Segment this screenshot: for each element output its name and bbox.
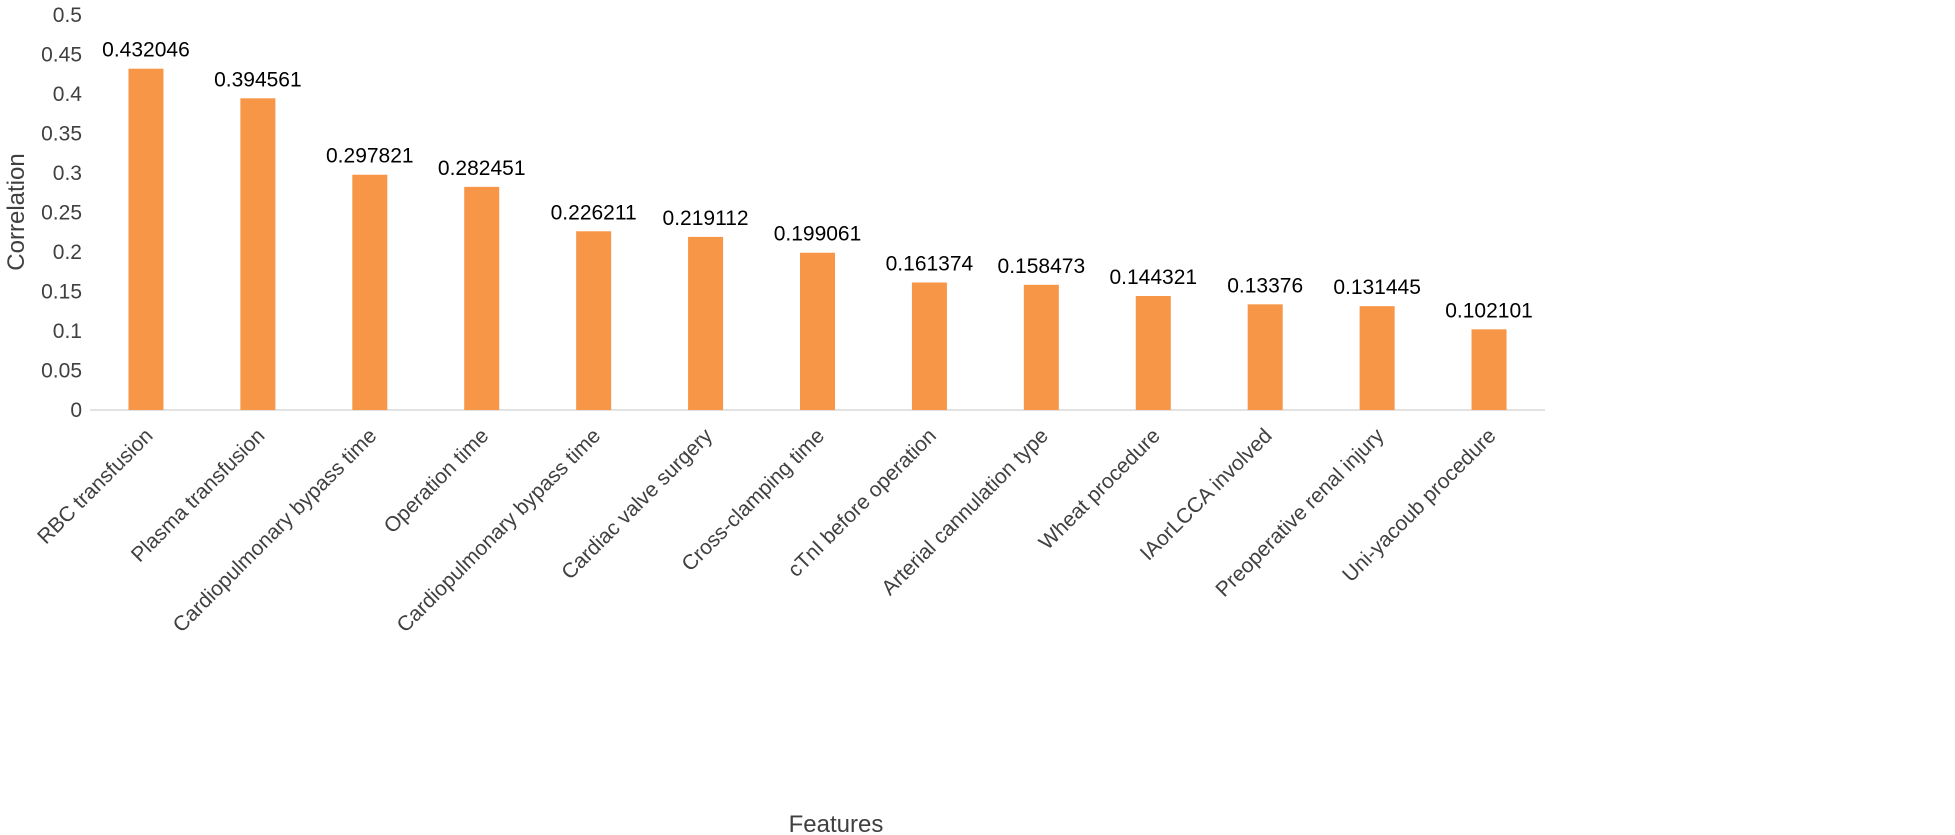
y-tick-label: 0 <box>70 399 82 422</box>
y-tick-label: 0.5 <box>53 4 82 27</box>
bar-data-label: 0.161374 <box>886 253 974 276</box>
bar-data-label: 0.226211 <box>551 201 637 224</box>
y-tick-label: 0.2 <box>53 241 82 264</box>
x-category-label: Wheat procedure <box>1035 424 1165 554</box>
bar-data-label: 0.394561 <box>214 68 302 91</box>
bar <box>128 68 164 411</box>
x-axis-title: Features <box>789 811 884 835</box>
x-category-label: RBC transfusion <box>33 424 157 548</box>
y-tick-label: 0.05 <box>41 360 82 383</box>
bar-data-label: 0.432046 <box>102 39 190 62</box>
y-tick-label: 0.45 <box>41 44 82 67</box>
bars <box>128 68 1507 411</box>
bar-data-label: 0.282451 <box>438 157 526 180</box>
bar <box>352 174 388 410</box>
bar-data-label: 0.102101 <box>1445 299 1533 322</box>
bar <box>911 282 947 410</box>
bar <box>1247 304 1283 410</box>
bar <box>688 236 724 410</box>
bar <box>464 186 500 410</box>
bar <box>240 98 276 410</box>
x-category-label: Operation time <box>380 424 494 538</box>
bar-data-label: 0.13376 <box>1227 274 1303 297</box>
bar-data-label: 0.158473 <box>998 255 1086 278</box>
y-tick-label: 0.3 <box>53 162 82 185</box>
y-tick-label: 0.25 <box>41 202 82 225</box>
x-category-label: Cardiopulmonary bypass time <box>169 424 382 637</box>
y-axis-title: Correlation <box>3 153 30 270</box>
y-axis-ticks: 0 0.05 0.1 0.15 0.2 0.25 0.3 0.35 0.4 0.45 0.5 <box>41 4 82 422</box>
y-tick-label: 0.15 <box>41 281 82 304</box>
bar <box>1359 306 1395 410</box>
bar <box>1135 295 1171 410</box>
y-tick-label: 0.4 <box>53 83 83 106</box>
bar-data-label: 0.199061 <box>774 223 862 246</box>
bar-data-label: 0.144321 <box>1109 266 1197 289</box>
bar <box>800 252 835 410</box>
bar-data-label: 0.297821 <box>326 145 414 168</box>
bar <box>1023 284 1059 410</box>
x-category-label: Cardiopulmonary bypass time <box>392 424 605 637</box>
bar-data-label: 0.219112 <box>663 207 749 230</box>
y-tick-label: 0.35 <box>41 123 82 146</box>
y-tick-label: 0.1 <box>53 320 82 343</box>
data-labels: 0.432046 0.394561 0.297821 0.282451 0.226211… <box>102 39 1533 323</box>
bar <box>576 231 612 410</box>
bar-data-label: 0.131445 <box>1333 276 1421 299</box>
bar <box>1471 329 1507 410</box>
